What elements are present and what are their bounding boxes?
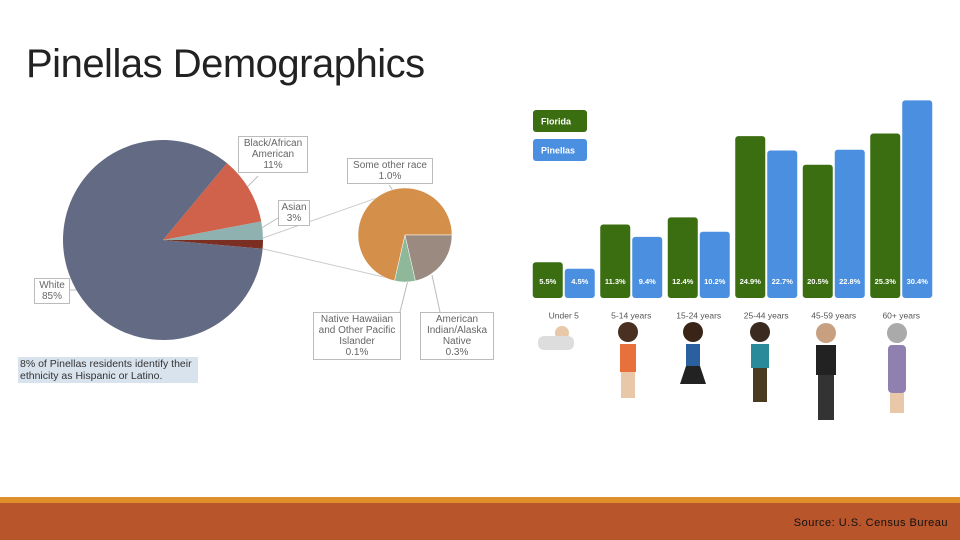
value-label: 25.3% xyxy=(875,277,897,286)
bar xyxy=(600,224,631,298)
x-tick-label: 25-44 years xyxy=(744,310,789,320)
pie-slice xyxy=(404,234,453,282)
value-label: 0.3% xyxy=(445,347,469,358)
pie-slice xyxy=(163,221,263,240)
bar xyxy=(667,217,698,298)
annotation: 8% of Pinellas residents identify their … xyxy=(18,357,198,383)
value-label: 4.5% xyxy=(571,277,588,286)
slice-label: Some other race 1.0% xyxy=(347,158,433,184)
value-label: 85% xyxy=(41,291,62,302)
legend-swatch xyxy=(533,110,587,132)
value-label: 3% xyxy=(286,213,302,224)
legend-swatch xyxy=(533,139,587,161)
bar xyxy=(532,262,563,298)
pie-slice xyxy=(163,240,263,249)
value-label: 22.7% xyxy=(772,277,794,286)
legend-label: Pinellas xyxy=(541,145,575,155)
bar xyxy=(767,150,798,298)
pie-slice xyxy=(62,139,263,340)
category-label: Asian xyxy=(281,202,307,213)
bar xyxy=(902,100,933,299)
x-tick-label: 45-59 years xyxy=(811,310,856,320)
value-label: 30.4% xyxy=(907,277,929,286)
slide-title: Pinellas Demographics xyxy=(26,42,425,86)
legend-label: Florida xyxy=(541,116,572,126)
pie-slice xyxy=(357,187,453,282)
value-label: 9.4% xyxy=(639,277,656,286)
value-label: 22.8% xyxy=(839,277,861,286)
x-tick-label: 15-24 years xyxy=(676,310,721,320)
category-label: White xyxy=(39,280,65,291)
slice-label: Black/African American 11% xyxy=(238,136,308,173)
footer-stripe xyxy=(0,497,960,503)
bar xyxy=(870,133,901,298)
category-label: Some other race xyxy=(353,160,427,171)
value-label: 11.3% xyxy=(605,277,626,286)
category-label: Black/African American xyxy=(243,138,303,160)
pie-slice xyxy=(163,163,262,240)
value-label: 12.4% xyxy=(672,277,694,286)
x-tick-label: Under 5 xyxy=(549,310,580,320)
bar xyxy=(564,268,595,298)
value-label: 5.5% xyxy=(539,277,556,286)
x-tick-label: 60+ years xyxy=(882,310,920,320)
slice-label: White 85% xyxy=(34,278,70,304)
bar xyxy=(699,231,730,298)
people-icons xyxy=(538,322,907,420)
bar xyxy=(632,236,663,298)
category-label: American Indian/Alaska Native xyxy=(426,314,488,347)
value-label: 10.2% xyxy=(704,277,726,286)
category-label: Native Hawaiian and Other Pacific Island… xyxy=(318,314,396,347)
value-label: 20.5% xyxy=(807,277,829,286)
bar xyxy=(834,149,865,298)
bar xyxy=(802,164,833,298)
slice-label: American Indian/Alaska Native 0.3% xyxy=(420,312,494,360)
value-label: 0.1% xyxy=(345,347,369,358)
bar xyxy=(735,136,766,298)
source: Source: U.S. Census Bureau xyxy=(793,517,948,529)
value-label: 11% xyxy=(263,160,283,171)
value-label: 1.0% xyxy=(378,171,402,182)
value-label: 24.9% xyxy=(740,277,762,286)
slice-label: Native Hawaiian and Other Pacific Island… xyxy=(313,312,401,360)
slice-label: Asian 3% xyxy=(278,200,310,226)
x-tick-label: 5-14 years xyxy=(611,310,651,320)
connector xyxy=(262,248,406,283)
footer-band xyxy=(0,503,960,540)
